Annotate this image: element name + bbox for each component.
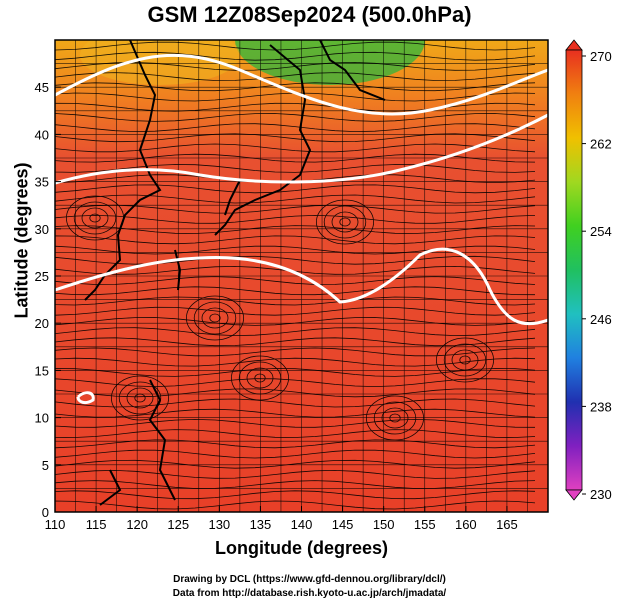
colorbar-tick-label: 238: [590, 399, 612, 414]
y-tick-label: 25: [35, 269, 49, 284]
x-tick-label: 150: [373, 517, 395, 532]
y-tick-label: 40: [35, 127, 49, 142]
contour-5700: [55, 53, 548, 116]
y-tick-label: 20: [35, 316, 49, 331]
x-tick-label: 135: [250, 517, 272, 532]
x-tick-label: 130: [208, 517, 230, 532]
y-tick-label: 45: [35, 80, 49, 95]
x-tick-label: 165: [496, 517, 518, 532]
coastline-japan: [214, 44, 312, 236]
colorbar-tick-label: 254: [590, 224, 612, 239]
credit-data-source: Data from http://database.rish.kyoto-u.a…: [172, 588, 447, 599]
colorbar-tick-label: 246: [590, 312, 612, 327]
x-tick-label: 155: [414, 517, 436, 532]
x-tick-label: 160: [455, 517, 477, 532]
x-tick-label: 115: [86, 517, 107, 532]
plot-title: GSM 12Z08Sep2024 (500.0hPa): [147, 2, 472, 27]
x-axis-label: Longitude (degrees): [214, 538, 388, 558]
y-tick-label: 5: [42, 458, 49, 473]
colorbar-tick-label: 270: [590, 49, 612, 64]
credit-dcl: Drawing by DCL (https://www.gfd-dennou.o…: [173, 574, 446, 585]
y-tick-label: 15: [35, 363, 49, 378]
y-tick-label: 10: [35, 411, 49, 426]
y-axis-ticks: 0 5 10 15 20 25 30 35 40 45: [35, 80, 61, 520]
coastline-kuril: [319, 40, 386, 101]
x-tick-label: 110: [45, 517, 66, 532]
x-axis-ticks: 110 115 120 125 130 135 140 145 150 155 160 165: [45, 506, 518, 532]
x-tick-label: 120: [126, 517, 148, 532]
colorbar-tick-label: 262: [590, 137, 612, 152]
colorbar-bottom-arrow: [565, 489, 583, 501]
colorbar-bar: [565, 49, 583, 491]
contour-5900: [55, 247, 548, 326]
coastline-taiwan: [174, 249, 182, 291]
colorbar-tick-label: 230: [590, 487, 612, 502]
x-tick-label: 125: [167, 517, 189, 532]
plot-area: [55, 40, 548, 512]
x-tick-label: 145: [332, 517, 354, 532]
y-tick-label: 30: [35, 222, 49, 237]
contour-5800: [55, 113, 548, 185]
colorbar: 230 238 246 254 262 270: [565, 39, 612, 502]
y-tick-label: 35: [35, 175, 49, 190]
colorbar-top-arrow: [565, 39, 583, 51]
coastline-philippines: [148, 379, 176, 501]
y-tick-label: 0: [42, 505, 49, 520]
y-axis-label: Latitude (degrees): [11, 162, 32, 319]
x-tick-label: 140: [291, 517, 313, 532]
